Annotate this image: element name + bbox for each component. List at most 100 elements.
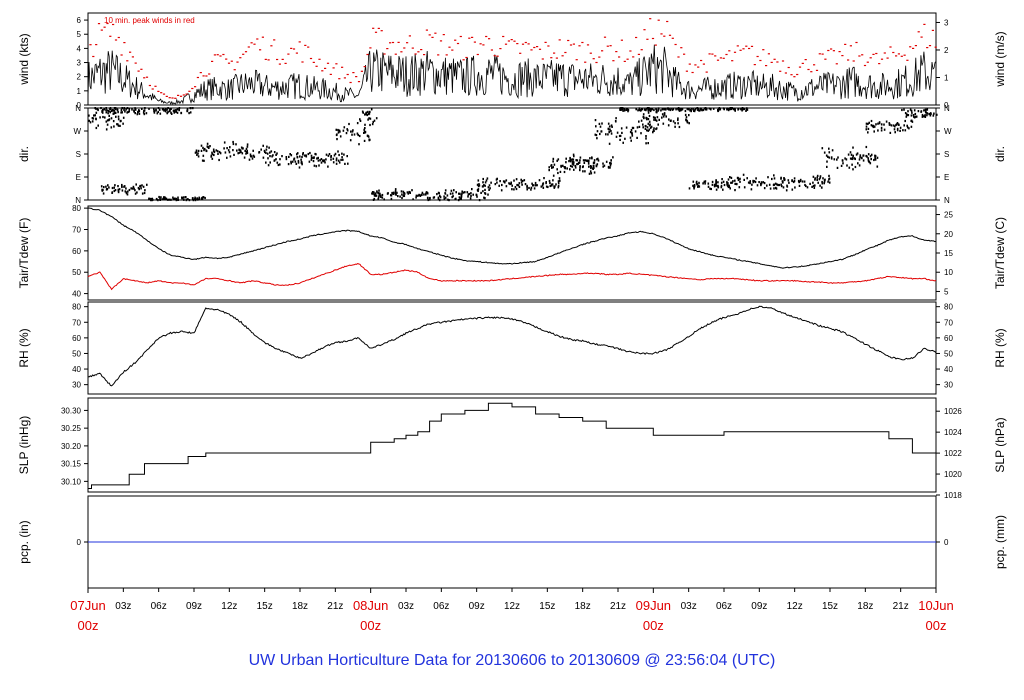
- dir-tick-left-label: N: [75, 104, 81, 113]
- wind-peak-dot: [383, 53, 386, 55]
- dir-point: [867, 122, 869, 125]
- dir-point: [615, 117, 617, 120]
- wind-peak-dot: [479, 43, 482, 45]
- dir-point: [686, 119, 688, 122]
- dir-point: [605, 160, 608, 163]
- rh-tick-right-label: 60: [944, 334, 953, 343]
- dir-point: [496, 177, 498, 180]
- wind-peak-dot: [414, 53, 417, 55]
- dir-point: [734, 182, 736, 185]
- dir-point: [798, 181, 800, 184]
- dir-point: [647, 111, 650, 114]
- dir-point: [760, 184, 762, 187]
- dir-point: [773, 177, 776, 180]
- wind-peak-dot: [408, 35, 411, 37]
- dir-point: [933, 112, 935, 115]
- wind-peak-dot: [849, 45, 852, 47]
- dir-point: [113, 107, 116, 110]
- dir-point: [210, 154, 213, 157]
- dir-point: [655, 127, 657, 131]
- dir-point: [727, 178, 730, 181]
- wind-peak-dot: [674, 43, 677, 46]
- dir-point: [869, 162, 872, 165]
- dir-point: [530, 188, 532, 191]
- wind-peak-dot: [668, 34, 672, 36]
- wind-peak-dot: [196, 76, 199, 79]
- wind-peak-dot: [95, 44, 98, 46]
- dir-point: [375, 194, 377, 197]
- dir-point: [729, 187, 731, 190]
- dir-point: [288, 155, 290, 158]
- dir-point: [684, 113, 687, 116]
- wind-peak-dot: [555, 57, 558, 59]
- dir-point: [187, 198, 189, 201]
- dir-point: [907, 114, 910, 117]
- dir-point: [595, 134, 598, 137]
- dir-point: [484, 184, 486, 187]
- dir-point: [684, 109, 687, 113]
- dir-point: [600, 130, 603, 133]
- dir-point: [224, 151, 227, 154]
- slp-tick-left-label: 30.30: [61, 406, 82, 415]
- wind-peak-dot: [700, 59, 703, 62]
- x-hour-label: 15z: [822, 601, 838, 612]
- dir-point: [620, 127, 623, 130]
- wind-peak-dot: [756, 55, 759, 58]
- dir-point: [100, 107, 102, 110]
- dir-point: [901, 108, 903, 112]
- dir-point: [262, 144, 264, 147]
- dir-point: [660, 109, 662, 112]
- dir-point: [110, 126, 113, 129]
- dir-point: [899, 129, 901, 132]
- dir-point: [647, 122, 650, 125]
- dir-point: [610, 162, 612, 165]
- dir-point: [698, 181, 700, 184]
- wind-peak-dot: [244, 51, 248, 53]
- dir-point: [121, 185, 123, 189]
- wind-peak-dot: [403, 47, 406, 49]
- wind-ylabel-left: wind (kts): [17, 33, 31, 85]
- dir-point: [720, 186, 723, 189]
- dir-point: [320, 158, 323, 161]
- dir-point: [238, 148, 240, 151]
- dir-point: [309, 151, 311, 155]
- dir-point: [481, 185, 484, 188]
- dir-point: [868, 160, 870, 163]
- dir-point: [157, 110, 159, 113]
- wind-peak-dot: [708, 53, 711, 55]
- dir-point: [898, 123, 900, 126]
- dir-point: [417, 194, 419, 197]
- wind-peak-dot: [417, 51, 420, 53]
- dir-point: [102, 188, 104, 192]
- dir-point: [826, 165, 828, 168]
- dir-point: [366, 113, 368, 117]
- temp-tair-line: [87, 207, 937, 269]
- dir-point: [91, 117, 94, 120]
- dir-point: [896, 122, 899, 125]
- dir-point: [773, 183, 776, 186]
- dir-point: [195, 149, 198, 152]
- dir-point: [850, 153, 853, 156]
- wind-peak-dot: [341, 66, 344, 68]
- wind-peak-dot: [434, 32, 437, 34]
- dir-point: [343, 126, 346, 129]
- dir-point: [640, 109, 642, 112]
- dir-point: [707, 182, 710, 185]
- dir-point: [459, 192, 461, 195]
- wind-peak-dot: [567, 39, 570, 42]
- dir-point: [122, 116, 125, 119]
- x-day-label: 10Jun: [918, 598, 953, 613]
- dir-point: [484, 192, 486, 195]
- wind-peak-dot: [162, 93, 166, 95]
- dir-point: [145, 112, 148, 115]
- dir-point: [791, 179, 793, 182]
- wind-peak-dot: [818, 53, 821, 55]
- dir-point: [103, 186, 105, 189]
- wind-peak-dot: [550, 57, 553, 59]
- dir-point: [521, 179, 524, 183]
- dir-point: [602, 162, 604, 165]
- dir-point: [347, 162, 349, 165]
- dir-point: [623, 109, 626, 112]
- dir-point: [275, 153, 277, 156]
